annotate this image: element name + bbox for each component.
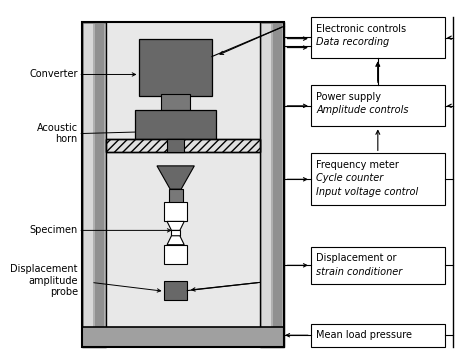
Bar — [107, 139, 260, 151]
Bar — [263, 24, 271, 345]
Bar — [82, 23, 284, 347]
Bar — [311, 246, 445, 284]
Bar — [82, 23, 107, 347]
Text: Electronic controls: Electronic controls — [316, 24, 406, 33]
Text: Data recording: Data recording — [316, 37, 389, 47]
Bar — [94, 24, 104, 345]
Text: Input voltage control: Input voltage control — [316, 187, 419, 197]
Bar — [164, 281, 187, 300]
Bar — [107, 139, 260, 151]
Text: Displacement or: Displacement or — [316, 253, 397, 263]
Bar — [164, 245, 187, 264]
Text: Frequency meter: Frequency meter — [316, 160, 399, 170]
Bar — [311, 85, 445, 126]
Text: Specimen: Specimen — [29, 225, 78, 236]
Bar — [84, 24, 93, 345]
Bar — [311, 324, 445, 347]
Bar — [273, 24, 282, 345]
Text: Mean load pressure: Mean load pressure — [316, 330, 412, 340]
Text: Amplitude controls: Amplitude controls — [316, 105, 409, 115]
Text: Power supply: Power supply — [316, 92, 381, 102]
Bar — [311, 17, 445, 58]
Bar — [260, 23, 284, 347]
Text: Acoustic
horn: Acoustic horn — [36, 123, 78, 145]
Polygon shape — [167, 221, 184, 230]
Bar — [311, 153, 445, 205]
Text: Cycle counter: Cycle counter — [316, 173, 383, 183]
Bar — [167, 139, 184, 151]
Polygon shape — [172, 230, 180, 236]
Bar — [169, 189, 183, 203]
Bar — [82, 327, 284, 347]
Bar — [135, 110, 216, 141]
Polygon shape — [157, 166, 194, 189]
Text: Displacement
amplitude
probe: Displacement amplitude probe — [10, 264, 78, 297]
Bar — [164, 202, 187, 221]
Polygon shape — [167, 236, 184, 245]
Bar — [161, 94, 190, 112]
Bar — [139, 39, 212, 96]
Text: Converter: Converter — [29, 70, 78, 79]
Text: strain conditioner: strain conditioner — [316, 266, 402, 277]
Bar — [107, 21, 260, 327]
